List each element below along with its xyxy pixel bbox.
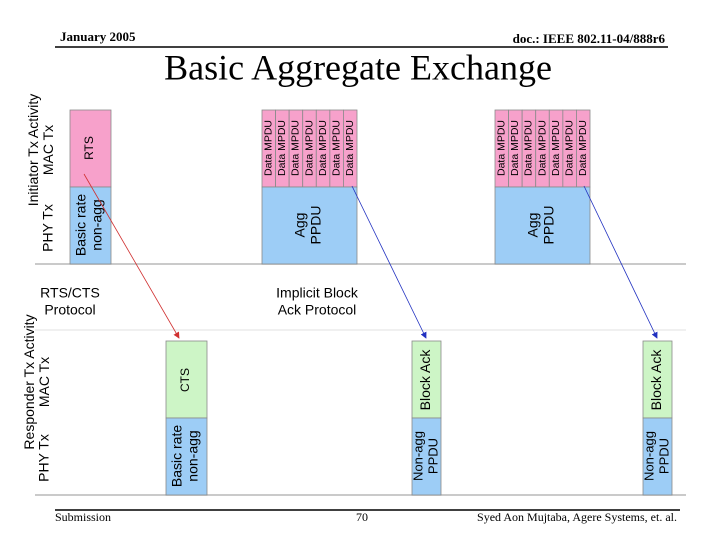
block-label: Data MPDU bbox=[509, 120, 521, 176]
header-date: January 2005 bbox=[60, 29, 136, 44]
row-label: PHY Tx bbox=[40, 204, 56, 252]
block-label: PPDU bbox=[656, 438, 671, 474]
block-label: RTS bbox=[82, 136, 96, 160]
block-label: Data MPDU bbox=[344, 120, 356, 176]
row-label: Responder Tx Activity bbox=[21, 314, 37, 449]
block-label: Block Ack bbox=[648, 349, 664, 411]
page-number: 70 bbox=[356, 510, 368, 524]
arrow bbox=[583, 185, 658, 339]
row-label: PHY Tx bbox=[36, 434, 52, 482]
block-label: PPDU bbox=[541, 206, 557, 245]
block-label: Data MPDU bbox=[303, 120, 315, 176]
block-label: Data MPDU bbox=[276, 120, 288, 176]
block-label: Basic rate bbox=[73, 194, 89, 256]
footer-left: Submission bbox=[55, 510, 111, 524]
block-label: Data MPDU bbox=[536, 120, 548, 176]
block-label: Data MPDU bbox=[550, 120, 562, 176]
footer-right: Syed Aon Mujtaba, Agere Systems, et. al. bbox=[477, 510, 677, 524]
block-label: Data MPDU bbox=[290, 120, 302, 176]
block-label: CTS bbox=[178, 368, 192, 392]
block-label: non-agg bbox=[185, 430, 201, 481]
arrow bbox=[83, 173, 180, 339]
block-label: non-agg bbox=[89, 199, 105, 250]
block-label: Agg bbox=[292, 213, 308, 238]
row-label: Initiator Tx Activity bbox=[25, 94, 41, 207]
block-label: Data MPDU bbox=[577, 120, 589, 176]
protocol-label: Ack Protocol bbox=[278, 302, 357, 318]
row-label: MAC Tx bbox=[40, 125, 56, 175]
phy-block bbox=[165, 417, 208, 496]
block-label: Basic rate bbox=[169, 425, 185, 487]
phy-block bbox=[411, 417, 442, 496]
block-label: PPDU bbox=[425, 438, 440, 474]
header-doc: doc.: IEEE 802.11-04/888r6 bbox=[513, 31, 666, 46]
protocol-label: Protocol bbox=[44, 302, 95, 318]
arrow bbox=[351, 185, 427, 339]
slide-title: Basic Aggregate Exchange bbox=[164, 47, 552, 87]
block-label: Non-agg bbox=[410, 431, 425, 481]
protocol-label: Implicit Block bbox=[276, 285, 359, 301]
block-label: Data MPDU bbox=[317, 120, 329, 176]
block-label: Data MPDU bbox=[523, 120, 535, 176]
agg-ppdu-block bbox=[261, 186, 358, 265]
block-label: Data MPDU bbox=[496, 120, 508, 176]
block-label: Agg bbox=[525, 213, 541, 238]
agg-ppdu-block bbox=[494, 186, 591, 265]
block-label: Data MPDU bbox=[330, 120, 342, 176]
protocol-label: RTS/CTS bbox=[40, 285, 100, 301]
block-label: Data MPDU bbox=[563, 120, 575, 176]
row-label: MAC Tx bbox=[36, 357, 52, 407]
phy-block bbox=[642, 417, 673, 496]
rts-block bbox=[69, 109, 112, 188]
block-label: Data MPDU bbox=[263, 120, 275, 176]
block-label: PPDU bbox=[308, 206, 324, 245]
phy-block bbox=[69, 186, 112, 265]
block-ack-block bbox=[642, 340, 673, 419]
block-label: Block Ack bbox=[417, 349, 433, 411]
block-label: Non-agg bbox=[641, 431, 656, 481]
cts-block bbox=[165, 340, 208, 419]
block-ack-block bbox=[411, 340, 442, 419]
